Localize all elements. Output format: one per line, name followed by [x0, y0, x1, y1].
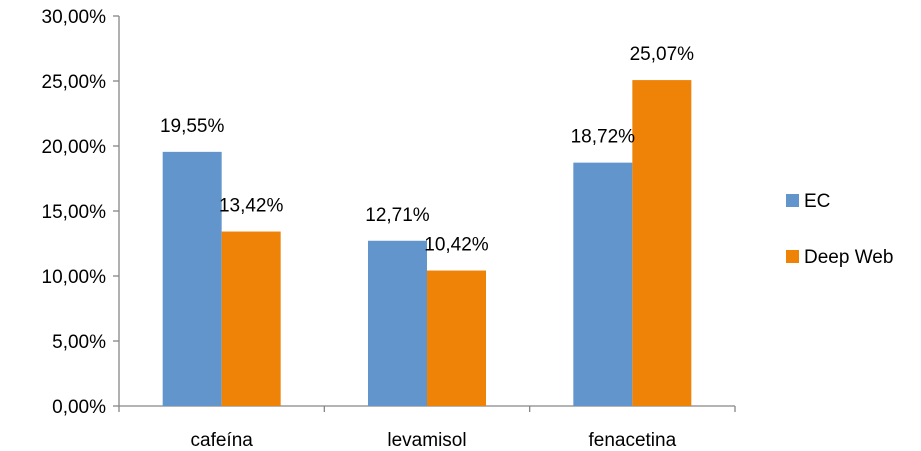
bar-deep-web-fenacetina — [632, 80, 692, 406]
y-tick-label: 30,00% — [42, 7, 107, 28]
data-label: 10,42% — [424, 235, 489, 256]
legend-swatch — [786, 194, 799, 207]
legend-label: EC — [804, 191, 830, 212]
bars — [162, 80, 692, 406]
y-tick-label: 0,00% — [52, 397, 106, 418]
bar-ec-cafeína — [162, 151, 222, 406]
x-axis-ticks — [118, 406, 736, 412]
bar-deep-web-cafeína — [221, 231, 281, 406]
legend-label: Deep Web — [804, 247, 893, 268]
category-labels: cafeína levamisol fenacetina — [191, 430, 677, 451]
y-tick-label: 15,00% — [42, 202, 107, 223]
y-axis-ticks: 0,00% 5,00% 10,00% 15,00% 20,00% 25,00% 30,00% — [42, 7, 119, 418]
data-label: 25,07% — [630, 44, 695, 65]
bar-ec-levamisol — [368, 240, 427, 406]
x-category-label: cafeína — [191, 430, 254, 451]
data-labels: 19,55% 13,42% 12,71% 10,42% 18,72% 25,07% — [160, 44, 694, 255]
data-label: 13,42% — [219, 196, 284, 217]
y-tick-label: 5,00% — [52, 332, 106, 353]
data-label: 19,55% — [160, 116, 225, 137]
data-label: 18,72% — [571, 127, 636, 148]
data-label: 12,71% — [365, 205, 430, 226]
y-tick-label: 20,00% — [42, 137, 107, 158]
x-category-label: fenacetina — [588, 430, 676, 451]
x-category-label: levamisol — [387, 430, 466, 451]
legend-swatch — [786, 250, 799, 263]
legend: EC Deep Web — [786, 191, 893, 268]
y-tick-label: 25,00% — [42, 72, 107, 93]
bar-deep-web-levamisol — [427, 270, 486, 406]
chart-axes: 0,00% 5,00% 10,00% 15,00% 20,00% 25,00% 30,00% — [42, 7, 736, 418]
y-tick-label: 10,00% — [42, 267, 107, 288]
bar-ec-fenacetina — [573, 162, 633, 406]
